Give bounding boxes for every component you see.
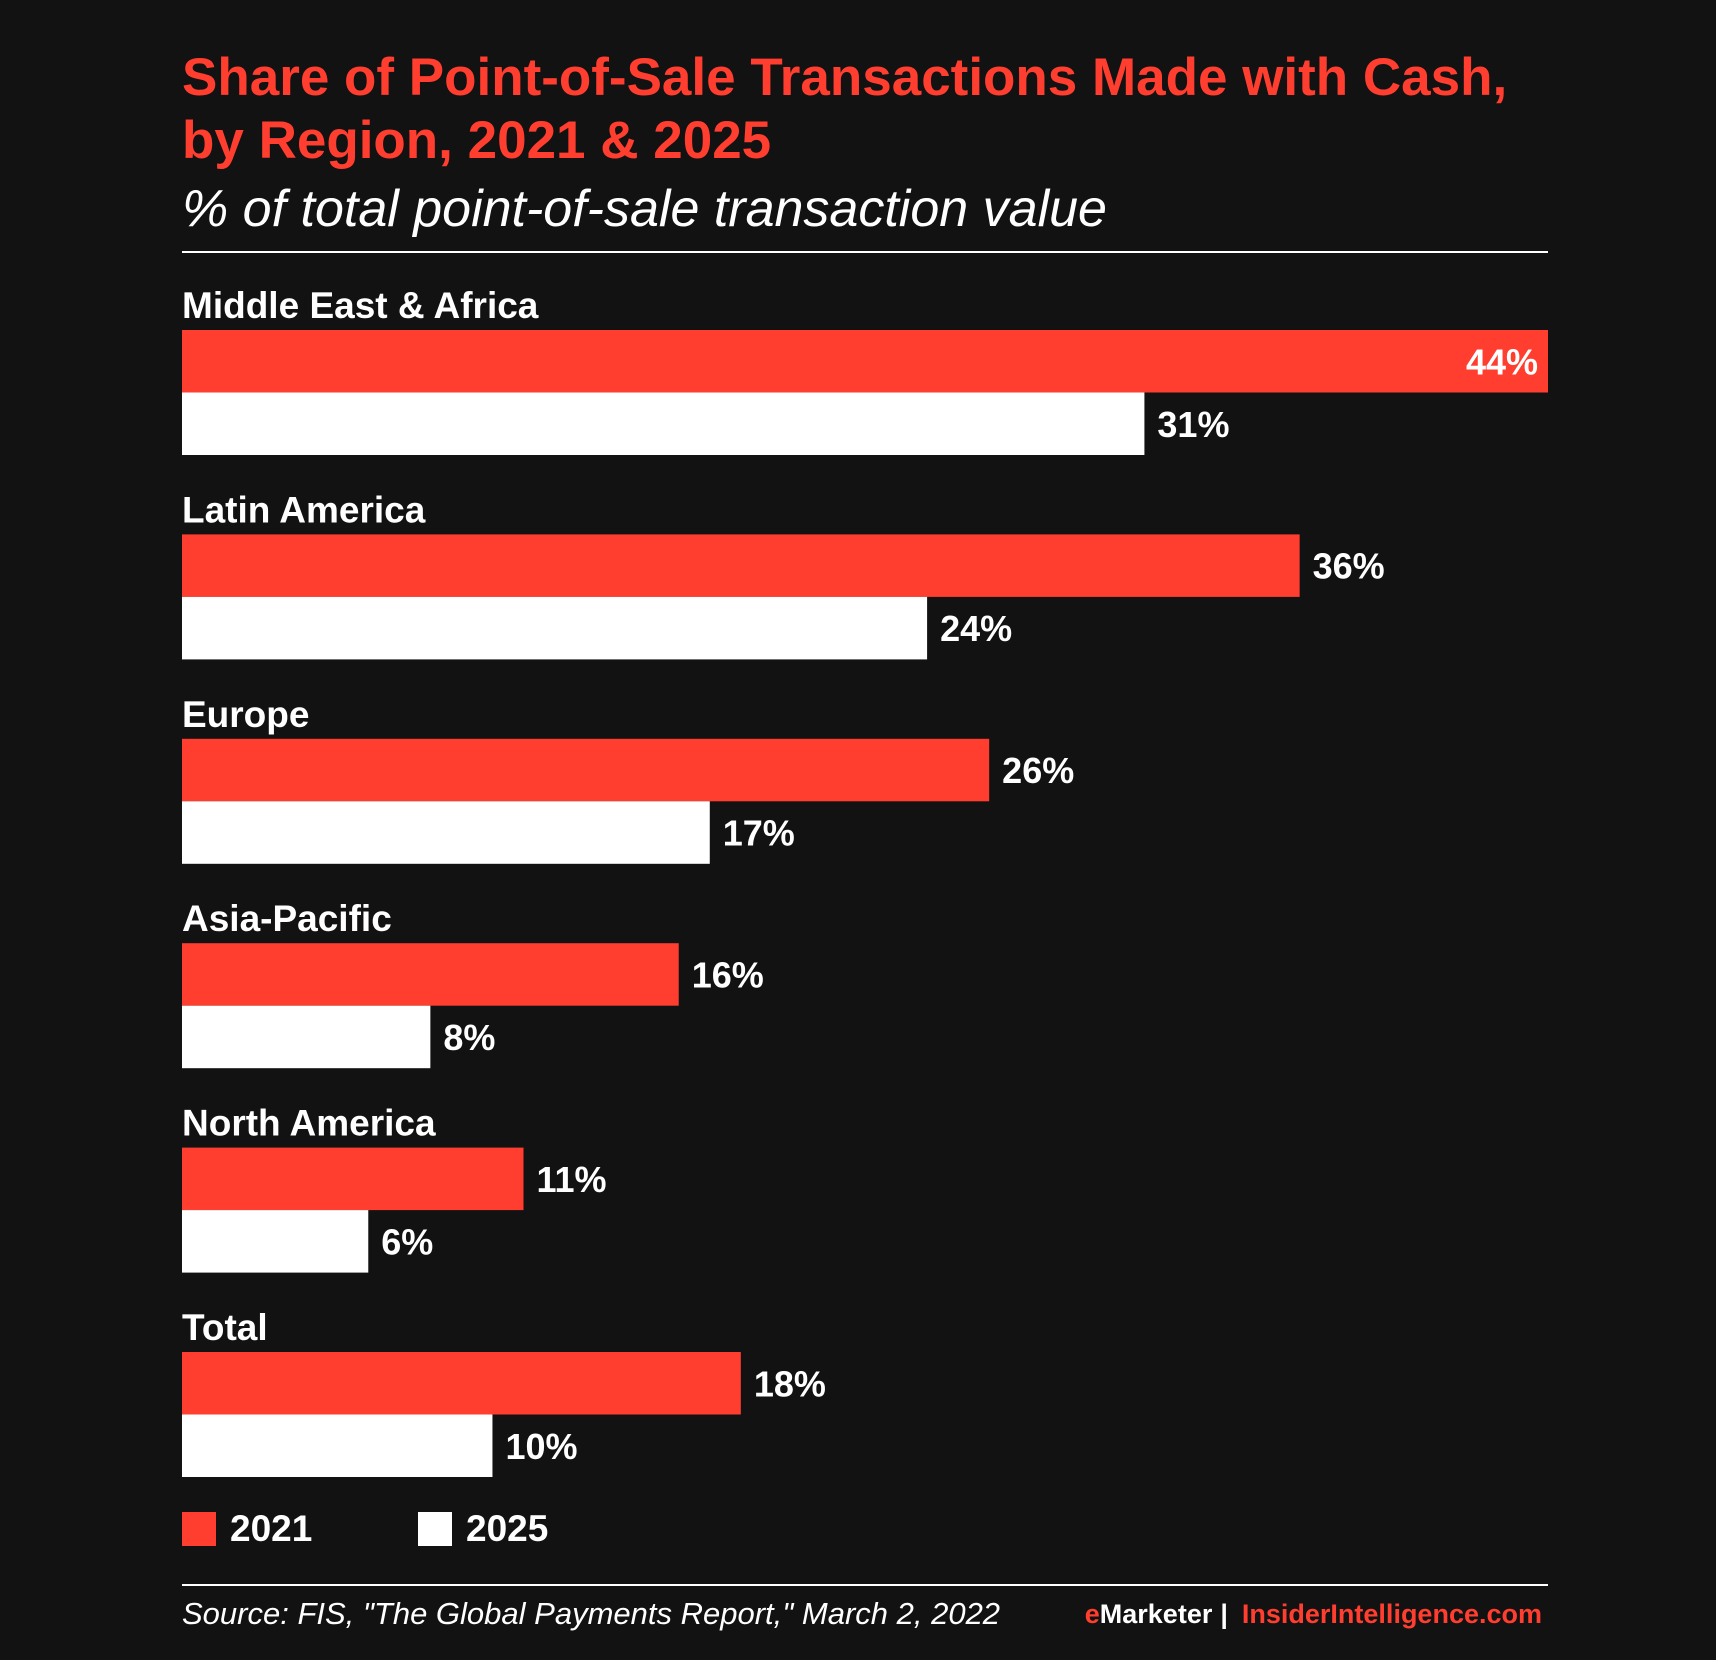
bar-europe-2021 xyxy=(182,738,990,802)
category-label-total: Total xyxy=(182,1307,268,1348)
chart-title: Share of Point-of-Sale Transactions Made… xyxy=(182,48,1508,170)
data-label-total-2025: 10% xyxy=(505,1426,577,1467)
brand-logo-name: Marketer xyxy=(1099,1599,1213,1629)
legend-item-2021: 2021 xyxy=(182,1508,312,1550)
bar-asia-pacific-2021 xyxy=(182,943,679,1006)
bar-north-america-2025 xyxy=(182,1210,369,1273)
legend-label-2021: 2021 xyxy=(230,1508,313,1549)
data-label-middle-east-africa-2021: 44% xyxy=(1466,341,1538,382)
header-divider xyxy=(182,251,1548,253)
bar-middle-east-africa-2025 xyxy=(182,392,1145,455)
legend-item-2025: 2025 xyxy=(418,1508,548,1550)
data-label-north-america-2021: 11% xyxy=(537,1159,607,1200)
bar-north-america-2021 xyxy=(182,1147,524,1211)
brand-separator: | xyxy=(1220,1599,1228,1629)
chart-subtitle: % of total point-of-sale transaction val… xyxy=(182,180,1107,238)
legend-label-2025: 2025 xyxy=(466,1508,549,1549)
data-label-europe-2021: 26% xyxy=(1002,750,1074,791)
data-label-middle-east-africa-2025: 31% xyxy=(1157,404,1229,445)
brand-credit: eMarketer | InsiderIntelligence.com xyxy=(1085,1593,1542,1635)
brand-logo-e: e xyxy=(1084,1599,1100,1629)
data-label-asia-pacific-2021: 16% xyxy=(692,954,764,995)
bar-asia-pacific-2025 xyxy=(182,1005,431,1069)
data-label-latin-america-2021: 36% xyxy=(1313,546,1385,587)
bar-europe-2025 xyxy=(182,801,710,864)
source-note: Source: FIS, "The Global Payments Report… xyxy=(182,1596,1001,1631)
bar-total-2025 xyxy=(182,1414,493,1477)
footer: Source: FIS, "The Global Payments Report… xyxy=(182,1593,1548,1635)
footer-divider xyxy=(182,1584,1548,1586)
category-label-north-america: North America xyxy=(182,1103,436,1144)
category-label-middle-east-africa: Middle East & Africa xyxy=(182,285,539,326)
data-label-latin-america-2025: 24% xyxy=(940,608,1012,649)
legend-swatch-2025 xyxy=(418,1512,452,1546)
category-label-asia-pacific: Asia-Pacific xyxy=(182,898,392,939)
bar-middle-east-africa-2021 xyxy=(182,330,1548,393)
category-label-europe: Europe xyxy=(182,694,309,735)
brand-site-link[interactable]: InsiderIntelligence.com xyxy=(1241,1599,1542,1629)
bar-latin-america-2025 xyxy=(182,596,928,660)
bar-chart: Middle East & Africa 44% 31% Latin America 3… xyxy=(182,285,1548,1477)
data-label-europe-2025: 17% xyxy=(723,813,795,854)
data-label-north-america-2025: 6% xyxy=(381,1221,433,1262)
data-label-asia-pacific-2025: 8% xyxy=(443,1017,495,1058)
data-label-total-2021: 18% xyxy=(754,1363,826,1404)
bar-latin-america-2021 xyxy=(182,534,1300,597)
category-label-latin-america: Latin America xyxy=(182,489,426,530)
bar-total-2021 xyxy=(182,1352,741,1415)
legend-swatch-2021 xyxy=(182,1512,216,1546)
